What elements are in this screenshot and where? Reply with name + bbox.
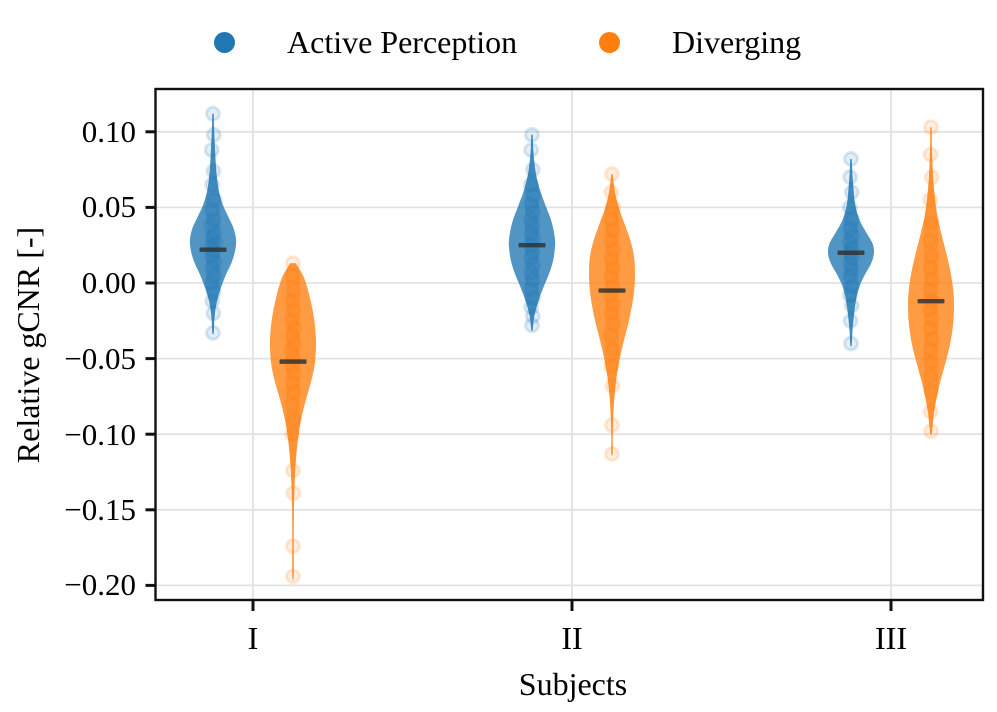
y-tick-label: 0.00 — [81, 265, 136, 300]
legend-label-active-perception: Active Perception — [287, 23, 518, 60]
y-tick-label: −0.05 — [64, 341, 136, 376]
x-tick-label-subject-iii: III — [875, 620, 907, 656]
legend-item-active-perception: Active Perception — [214, 22, 517, 62]
legend-marker-active-perception-icon — [214, 31, 235, 53]
y-axis-label: Relative gCNR [-] — [10, 226, 46, 464]
legend-marker-diverging-icon — [599, 31, 620, 53]
y-tick-label: 0.10 — [81, 114, 136, 149]
y-tick-label: 0.05 — [81, 189, 136, 224]
legend-label-diverging: Diverging — [672, 23, 802, 60]
x-tick-label-subject-i: I — [247, 620, 259, 656]
y-tick-label: −0.10 — [64, 417, 136, 452]
y-tick-label: −0.15 — [64, 492, 136, 527]
y-tick-label: −0.20 — [64, 567, 136, 602]
x-axis-label: Subjects — [518, 666, 628, 702]
x-tick-label-subject-ii: II — [561, 620, 583, 656]
legend-item-diverging: Diverging — [599, 22, 801, 62]
